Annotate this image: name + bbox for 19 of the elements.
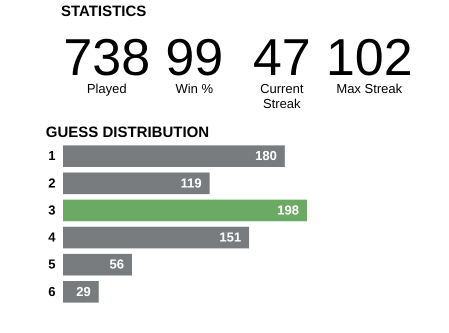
data-label: 198 (277, 202, 299, 218)
data-label: 151 (219, 230, 242, 245)
y-tick-label: 5 (48, 256, 56, 272)
y-tick-label: 3 (48, 202, 56, 218)
data-label: 180 (255, 148, 277, 164)
chart-title: GUESS DISTRIBUTION (46, 124, 210, 141)
bar (63, 172, 210, 194)
data-label: 119 (180, 175, 202, 190)
y-tick-label: 2 (48, 175, 56, 190)
bar (63, 254, 132, 276)
data-label: 56 (110, 256, 124, 272)
y-tick-label: 1 (48, 148, 56, 164)
bar (63, 145, 285, 168)
y-tick-label: 4 (48, 230, 56, 245)
bar (63, 226, 250, 248)
data-label: 29 (76, 284, 91, 299)
y-tick-label: 6 (48, 284, 56, 299)
text: STATISTICS (61, 3, 146, 20)
bar (63, 200, 307, 222)
